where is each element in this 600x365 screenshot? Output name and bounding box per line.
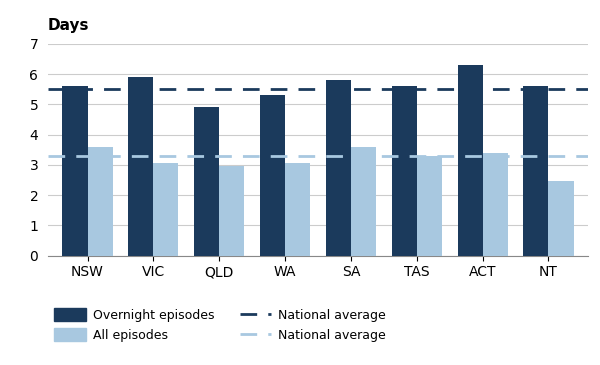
Legend: Overnight episodes, All episodes, National average, National average: Overnight episodes, All episodes, Nation… — [54, 308, 386, 342]
Bar — [128, 77, 154, 256]
Bar — [285, 163, 310, 256]
Text: Days: Days — [48, 18, 89, 33]
Bar — [392, 86, 417, 256]
Bar — [260, 95, 285, 256]
Bar — [326, 80, 351, 256]
Bar — [62, 86, 88, 256]
Bar — [548, 181, 574, 256]
Bar — [154, 163, 178, 256]
Bar — [194, 107, 219, 256]
Bar — [458, 65, 482, 256]
Bar — [482, 153, 508, 256]
Bar — [523, 86, 548, 256]
Bar — [219, 166, 244, 255]
Bar — [417, 156, 442, 255]
Bar — [88, 147, 113, 256]
Bar — [351, 147, 376, 256]
